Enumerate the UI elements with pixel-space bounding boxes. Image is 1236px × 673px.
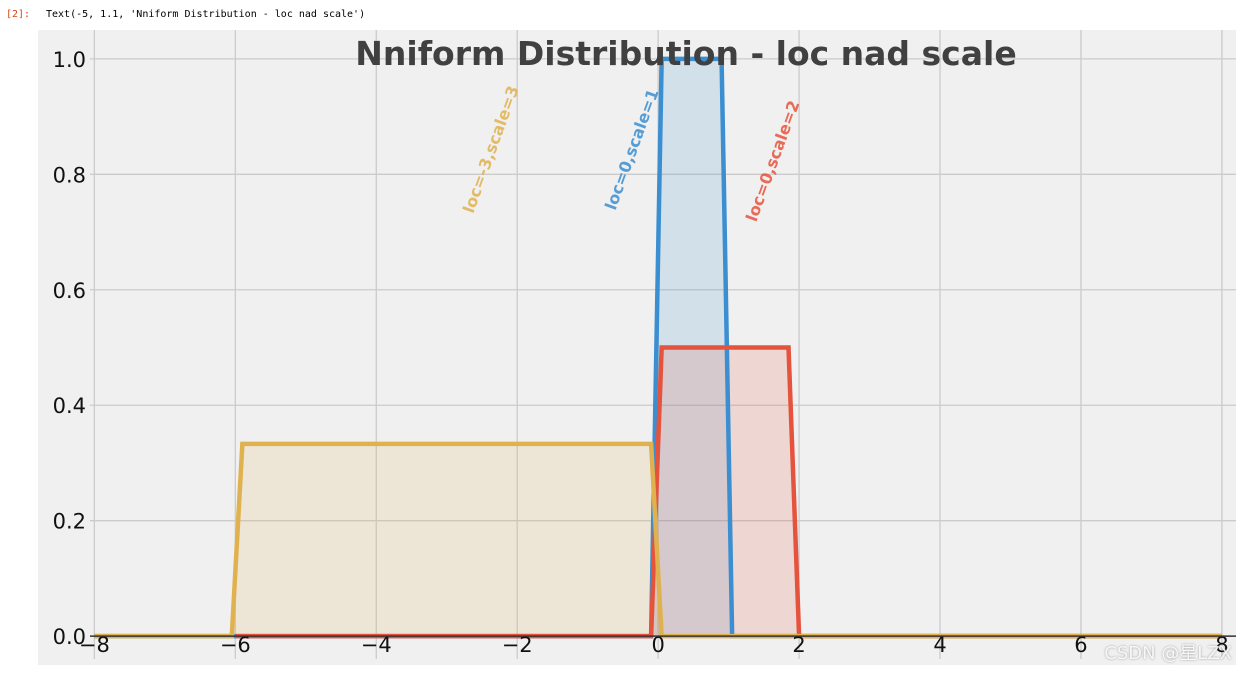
x-tick-label: −2 bbox=[502, 633, 533, 657]
x-tick-label: 2 bbox=[792, 633, 805, 657]
x-tick-label: −4 bbox=[361, 633, 392, 657]
cell-output-text: Text(-5, 1.1, 'Nniform Distribution - lo… bbox=[46, 9, 366, 20]
x-tick-label: 4 bbox=[933, 633, 946, 657]
y-tick-label: 0.0 bbox=[53, 625, 86, 649]
y-tick-label: 0.8 bbox=[53, 163, 86, 187]
x-tick-label: 0 bbox=[651, 633, 664, 657]
x-tick-label: 8 bbox=[1215, 633, 1228, 657]
x-tick-label: 6 bbox=[1074, 633, 1087, 657]
y-tick-label: 1.0 bbox=[53, 48, 86, 72]
y-tick-label: 0.2 bbox=[53, 510, 86, 534]
watermark: CSDN @星LZX bbox=[1104, 643, 1232, 664]
chart-title: Nniform Distribution - loc nad scale bbox=[355, 34, 1016, 73]
x-tick-label: −6 bbox=[220, 633, 251, 657]
x-tick-label: −8 bbox=[79, 633, 110, 657]
cell-prompt: [2]: bbox=[6, 9, 31, 20]
series-fill bbox=[94, 443, 1222, 637]
axes: −8 −6 −4 −2 0 2 4 6 8 0.0 0.2 0.4 0.6 0.8 1.0 bbox=[53, 48, 1236, 657]
y-tick-label: 0.4 bbox=[53, 394, 86, 418]
y-tick-label: 0.6 bbox=[53, 279, 86, 303]
